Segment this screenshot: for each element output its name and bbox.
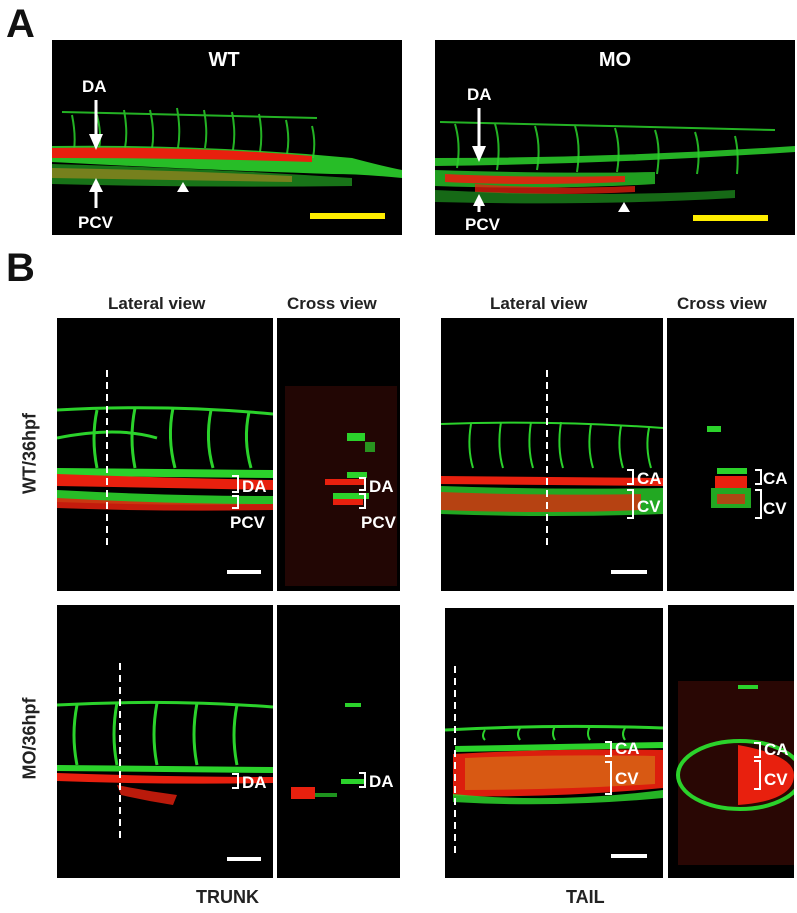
wt-tail-lateral-image: CA CV bbox=[441, 318, 663, 591]
panel-a-mo-image: MO DA PCV bbox=[435, 40, 795, 235]
footer-tail: TAIL bbox=[566, 887, 605, 907]
wt-tail-scale-bar bbox=[611, 570, 647, 574]
wt-arrowhead-icon bbox=[177, 182, 189, 192]
panel-a-mo-title: MO bbox=[599, 49, 631, 71]
wt-tail-cross-image: CA CV bbox=[667, 318, 794, 591]
row-header-wt: WT/36hpf bbox=[19, 413, 40, 494]
mo-arrowhead-icon bbox=[618, 202, 630, 212]
mo-pcv-label: PCV bbox=[465, 215, 501, 234]
mo-trunk-da-label: DA bbox=[242, 773, 267, 792]
wt-tail-cv-label: CV bbox=[637, 497, 661, 516]
mo-scale-bar bbox=[693, 215, 768, 221]
mo-trunk-cross-image: DA bbox=[277, 605, 400, 878]
mo-tail-cross-cv-label: CV bbox=[764, 770, 788, 789]
mo-tail-cross-ca-label: CA bbox=[764, 740, 789, 759]
col-header-tail-cross: Cross view bbox=[677, 294, 767, 313]
mo-trunk-cross-da-label: DA bbox=[369, 772, 394, 791]
wt-da-label: DA bbox=[82, 77, 107, 96]
mo-trunk-lateral-image bbox=[57, 605, 273, 878]
col-header-trunk-cross: Cross view bbox=[287, 294, 377, 313]
mo-da-arrow-icon bbox=[472, 146, 486, 162]
mo-tail-cross-image: CA CV bbox=[668, 605, 794, 878]
mo-tail-scale-bar bbox=[611, 854, 647, 858]
wt-tail-cross-ca-label: CA bbox=[763, 469, 788, 488]
wt-trunk-da-label: DA bbox=[242, 477, 267, 496]
col-header-trunk-lateral: Lateral view bbox=[108, 294, 206, 313]
wt-trunk-cross-image: DA PCV bbox=[277, 318, 400, 591]
col-header-tail-lateral: Lateral view bbox=[490, 294, 588, 313]
mo-trunk-scale-bar bbox=[227, 857, 261, 861]
mo-pcv-arrow-icon bbox=[473, 194, 485, 206]
wt-trunk-lateral-image bbox=[57, 318, 273, 591]
panel-a-wt-image: WT DA PCV bbox=[52, 40, 402, 235]
wt-trunk-cross-da-label: DA bbox=[369, 477, 394, 496]
panel-label-b: B bbox=[6, 246, 35, 290]
wt-pcv-arrow-icon bbox=[89, 178, 103, 192]
panel-label-a: A bbox=[6, 2, 35, 46]
panel-a-wt-title: WT bbox=[208, 49, 239, 71]
wt-pcv-label: PCV bbox=[78, 213, 114, 232]
mo-tail-lateral-image: CA CV bbox=[445, 608, 663, 878]
mo-tail-ca-label: CA bbox=[615, 739, 640, 758]
wt-trunk-cross-pcv-label: PCV bbox=[361, 513, 397, 532]
wt-scale-bar bbox=[310, 213, 385, 219]
mo-da-label: DA bbox=[467, 85, 492, 104]
wt-tail-cross-cv-label: CV bbox=[763, 499, 787, 518]
wt-tail-ca-label: CA bbox=[637, 469, 662, 488]
wt-trunk-pcv-label: PCV bbox=[230, 513, 266, 532]
mo-tail-cv-label: CV bbox=[615, 769, 639, 788]
wt-trunk-scale-bar bbox=[227, 570, 261, 574]
footer-trunk: TRUNK bbox=[196, 887, 259, 907]
row-header-mo: MO/36hpf bbox=[19, 697, 40, 780]
wt-da-arrow-icon bbox=[89, 134, 103, 150]
